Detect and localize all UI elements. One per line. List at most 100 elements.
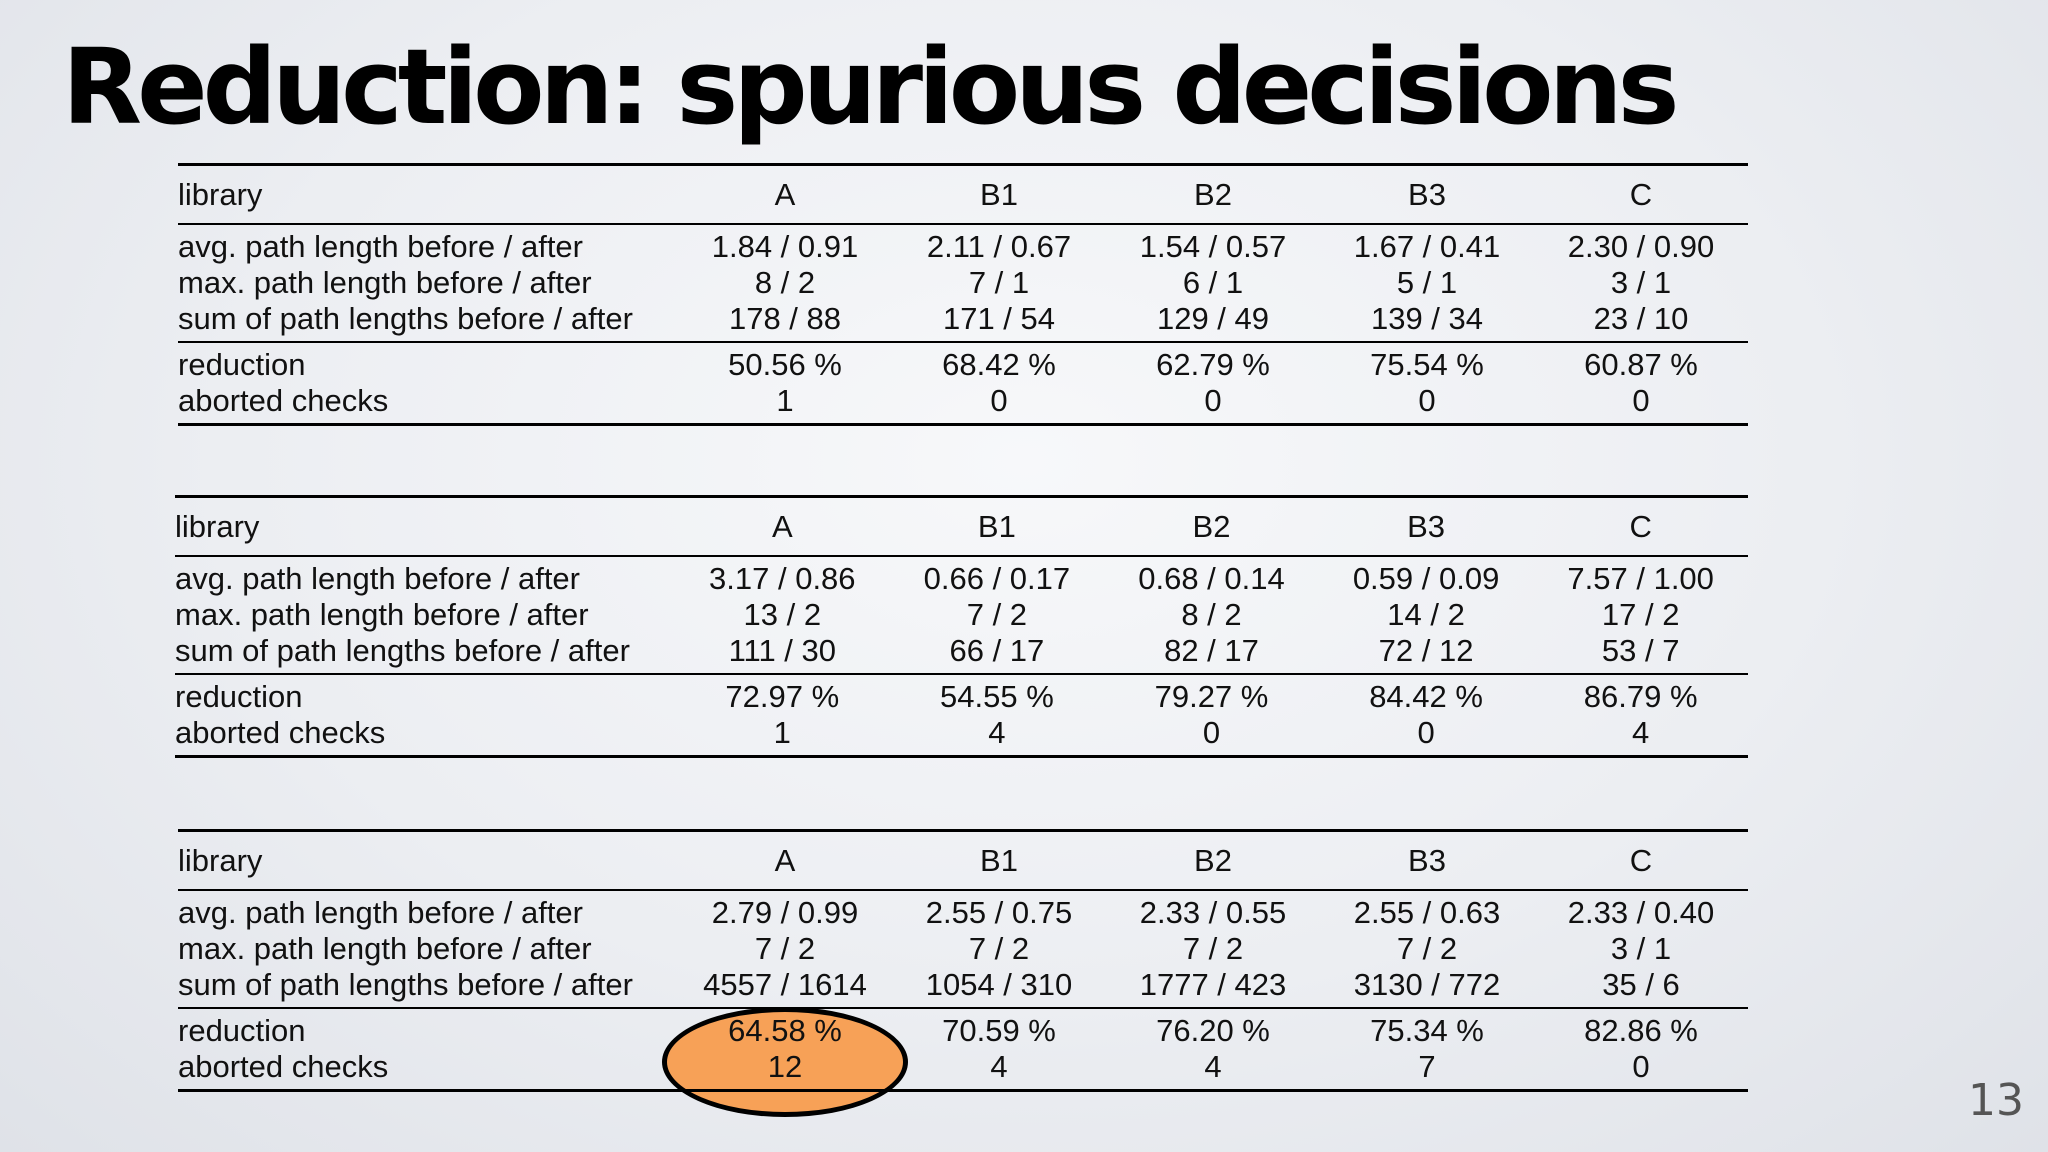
table-cell: 2.30 / 0.90 — [1567, 229, 1715, 264]
row-label: aborted checks — [178, 383, 389, 418]
table-cell: 2.11 / 0.67 — [926, 229, 1072, 264]
table-row: sum of path lengths before / after 178 / … — [178, 301, 1748, 337]
table-cell: 3130 / 772 — [1353, 967, 1501, 1002]
summary-group: reduction 64.58 % 70.59 % 76.20 % 75.34 % 82.… — [178, 1009, 1748, 1089]
metrics-group: avg. path length before / after 2.79 / 0.… — [178, 891, 1748, 1009]
summary-group: reduction 72.97 % 54.55 % 79.27 % 84.42 % 86.… — [175, 675, 1748, 755]
table-cell: 1 — [773, 715, 791, 750]
slide-title: Reduction: spurious decisions — [62, 26, 1680, 148]
metrics-group: avg. path length before / after 3.17 / 0.… — [175, 557, 1748, 675]
table-cell: 72 / 12 — [1378, 633, 1474, 668]
header-label: library — [178, 842, 263, 878]
column-header: B1 — [977, 508, 1016, 544]
header-label: library — [175, 508, 260, 544]
table-cell: 14 / 2 — [1387, 597, 1465, 632]
table-cell: 111 / 30 — [728, 633, 837, 668]
table-cell: 84.42 % — [1369, 679, 1483, 714]
table-cell: 0 — [1202, 715, 1221, 750]
column-header: C — [1629, 508, 1652, 544]
metrics-group: avg. path length before / after 1.84 / 0.… — [178, 225, 1748, 343]
table-row: reduction 64.58 % 70.59 % 76.20 % 75.34 % 82.… — [178, 1013, 1748, 1049]
row-label: sum of path lengths before / after — [178, 967, 633, 1002]
table-cell: 2.33 / 0.55 — [1139, 895, 1287, 930]
table-cell: 7 / 2 — [1182, 931, 1244, 966]
table-cell: 4557 / 1614 — [703, 967, 867, 1002]
table-row: reduction 50.56 % 68.42 % 62.79 % 75.54 % 60.… — [178, 347, 1748, 383]
table-cell: 0 — [1632, 383, 1650, 418]
table-cell: 4 — [1204, 1049, 1222, 1084]
row-label: max. path length before / after — [175, 597, 589, 632]
column-header: A — [774, 842, 796, 878]
table-cell: 2.79 / 0.99 — [711, 895, 859, 930]
table-cell: 3 / 1 — [1610, 931, 1672, 966]
table-row: avg. path length before / after 3.17 / 0.… — [175, 561, 1748, 597]
table-cell: 2.55 / 0.75 — [925, 895, 1073, 930]
table-cell: 8 / 2 — [754, 265, 816, 300]
column-header: B3 — [1407, 508, 1446, 544]
table-cell: 0 — [1417, 715, 1435, 750]
table-cell: 66 / 17 — [949, 633, 1045, 668]
table-cell: 54.55 % — [940, 679, 1054, 714]
row-label: reduction — [175, 679, 303, 714]
table-cell: 1054 / 310 — [925, 967, 1073, 1002]
table-header-row: library A B1 B2 B3 C — [178, 166, 1748, 225]
table-header-row: library A B1 B2 B3 C — [175, 498, 1748, 557]
table-cell: 4 — [988, 715, 1006, 750]
table-cell: 6 / 1 — [1182, 265, 1244, 300]
column-header: B1 — [980, 842, 1018, 878]
table-cell: 13 / 2 — [743, 597, 822, 632]
row-label: sum of path lengths before / after — [175, 633, 630, 668]
table-cell: 0.68 / 0.14 — [1138, 561, 1285, 596]
table-row: sum of path lengths before / after 4557 /… — [178, 967, 1748, 1003]
column-header: B2 — [1192, 508, 1231, 544]
table-cell: 23 / 10 — [1593, 301, 1689, 336]
table-cell: 2.55 / 0.63 — [1353, 895, 1501, 930]
table-cell: 7 / 2 — [1396, 931, 1458, 966]
table-cell: 0 — [1418, 383, 1436, 418]
table-row: sum of path lengths before / after 111 / … — [175, 633, 1748, 669]
summary-group: reduction 50.56 % 68.42 % 62.79 % 75.54 % 60.… — [178, 343, 1748, 423]
table-cell: 50.56 % — [728, 347, 842, 382]
column-header: B3 — [1408, 842, 1446, 878]
table-cell: 8 / 2 — [1181, 597, 1242, 632]
table-row: aborted checks 1 4 0 0 4 — [175, 715, 1748, 751]
table-cell: 1777 / 423 — [1139, 967, 1287, 1002]
table-cell: 68.42 % — [942, 347, 1056, 382]
table-cell: 60.87 % — [1584, 347, 1698, 382]
column-header: B1 — [980, 176, 1018, 212]
header-label: library — [178, 176, 263, 212]
row-label: reduction — [178, 347, 306, 382]
table-cell: 129 / 49 — [1156, 301, 1270, 336]
table-cell: 35 / 6 — [1602, 967, 1680, 1002]
table-cell: 4 — [990, 1049, 1008, 1084]
table-cell: 76.20 % — [1156, 1013, 1270, 1048]
table-cell: 79.27 % — [1154, 679, 1269, 714]
table-cell: 82 / 17 — [1164, 633, 1259, 668]
table-cell: 178 / 88 — [728, 301, 842, 336]
table-cell: 3 / 1 — [1610, 265, 1672, 300]
page-number: 13 — [1968, 1075, 2024, 1126]
column-header: C — [1629, 842, 1653, 878]
table-cell: 5 / 1 — [1396, 265, 1458, 300]
table-cell: 62.79 % — [1156, 347, 1270, 382]
table-cell: 53 / 7 — [1601, 633, 1680, 668]
column-header: B3 — [1408, 176, 1446, 212]
column-header: B2 — [1194, 176, 1232, 212]
table-row: max. path length before / after 13 / 2 7 /… — [175, 597, 1748, 633]
table-cell: 86.79 % — [1583, 679, 1698, 714]
table-cell: 12 — [767, 1049, 803, 1084]
column-header: A — [771, 508, 793, 544]
table-row: aborted checks 1 0 0 0 0 — [178, 383, 1748, 419]
row-label: avg. path length before / after — [178, 229, 583, 264]
row-label: avg. path length before / after — [175, 561, 580, 596]
table-cell: 72.97 % — [725, 679, 840, 714]
table-cell: 3.17 / 0.86 — [709, 561, 856, 596]
table-cell: 75.54 % — [1370, 347, 1484, 382]
table-cell: 4 — [1632, 715, 1650, 750]
table-row: max. path length before / after 7 / 2 7 / … — [178, 931, 1748, 967]
table-cell: 0 — [1632, 1049, 1650, 1084]
table-row: avg. path length before / after 2.79 / 0.… — [178, 895, 1748, 931]
table-cell: 1.84 / 0.91 — [711, 229, 859, 264]
table-cell: 1.54 / 0.57 — [1139, 229, 1287, 264]
